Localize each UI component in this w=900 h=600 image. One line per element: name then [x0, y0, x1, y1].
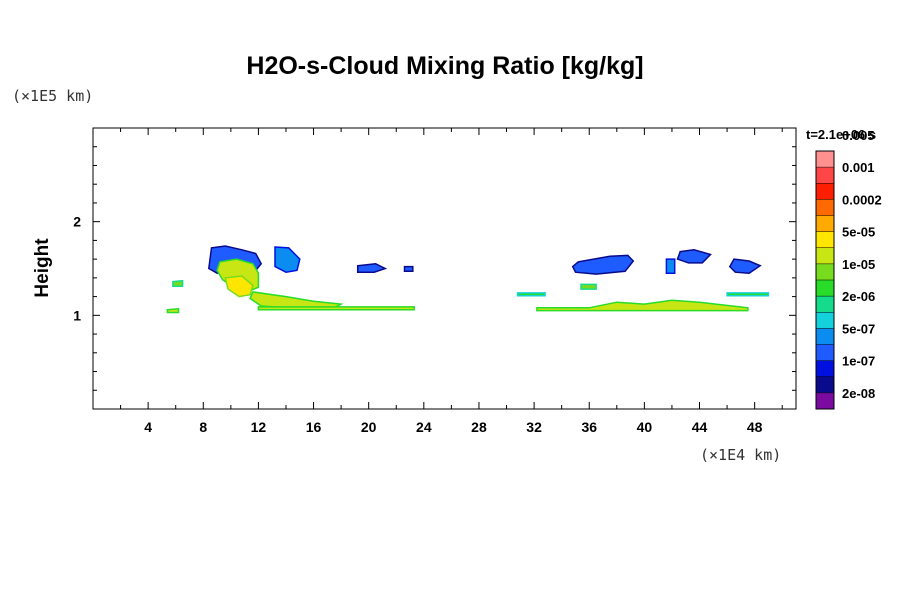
colorbar-swatch — [816, 215, 834, 232]
x-scale-note: (×1E4 km) — [700, 446, 781, 464]
x-tick-label: 36 — [581, 419, 597, 435]
y-axis-label: Height — [32, 238, 53, 298]
x-tick-label: 12 — [251, 419, 267, 435]
x-ticks: 4 8 12 16 20 24 28 32 36 40 44 48 — [120, 128, 783, 435]
cloud-region-4 — [249, 291, 344, 309]
plot-regions — [166, 245, 770, 314]
y-scale-note: (×1E5 km) — [12, 87, 93, 105]
colorbar-swatch — [816, 263, 834, 280]
colorbar-swatch — [816, 344, 834, 361]
colorbar-label: 0.0002 — [842, 192, 882, 207]
colorbar-label: 0.001 — [842, 160, 875, 175]
x-tick-label: 32 — [526, 419, 542, 435]
cloud-region-11 — [571, 254, 635, 275]
colorbar-label: 5e-05 — [842, 225, 875, 240]
cloud-region-18 — [580, 283, 597, 290]
cloud-region-17 — [726, 292, 770, 297]
colorbar-swatch — [816, 312, 834, 329]
colorbar-label: 1e-05 — [842, 257, 875, 272]
plot-frame — [92, 127, 797, 410]
x-tick-label: 40 — [637, 419, 653, 435]
chart-title: H2O-s-Cloud Mixing Ratio [kg/kg] — [246, 52, 643, 80]
cloud-region-5 — [257, 306, 415, 311]
colorbar-label: 5e-07 — [842, 321, 875, 336]
colorbar: 2e-08 1e-07 5e-07 2e-06 1e-05 5e-05 0.0002 0.00… — [815, 128, 882, 410]
x-tick-label: 20 — [361, 419, 377, 435]
colorbar-label: 1e-07 — [842, 354, 875, 369]
colorbar-swatch — [816, 167, 834, 184]
colorbar-swatch — [816, 231, 834, 248]
cloud-region-6 — [274, 246, 301, 273]
cloud-region-15 — [536, 299, 749, 312]
cloud-region-14 — [728, 258, 762, 274]
cloud-region-10 — [172, 279, 184, 288]
cloud-region-13 — [665, 258, 676, 274]
colorbar-swatch — [816, 328, 834, 345]
y-tick-label: 1 — [73, 307, 81, 323]
x-tick-label: 16 — [306, 419, 322, 435]
x-tick-label: 24 — [416, 419, 432, 435]
colorbar-swatch — [816, 360, 834, 377]
colorbar-label: 2e-08 — [842, 386, 875, 401]
cloud-region-9 — [166, 307, 180, 314]
colorbar-label: 2e-06 — [842, 289, 875, 304]
x-tick-label: 44 — [692, 419, 708, 435]
colorbar-swatch — [816, 183, 834, 200]
colorbar-label: 0.005 — [842, 128, 875, 143]
cloud-region-3 — [224, 275, 254, 298]
colorbar-swatch — [816, 376, 834, 393]
cloud-region-16 — [516, 292, 546, 297]
cloud-region-7 — [356, 263, 388, 273]
cloud-region-8 — [403, 265, 414, 273]
y-ticks: 12 — [73, 146, 796, 391]
x-tick-label: 8 — [199, 419, 207, 435]
time-label: t=2.1e+06 s — [806, 127, 876, 142]
colorbar-swatch — [816, 199, 834, 216]
colorbar-swatch — [816, 280, 834, 297]
colorbar-swatch — [816, 247, 834, 264]
x-tick-label: 28 — [471, 419, 487, 435]
colorbar-swatch — [816, 296, 834, 313]
colorbar-swatch — [816, 392, 834, 409]
x-tick-label: 48 — [747, 419, 763, 435]
cloud-region-12 — [676, 249, 712, 264]
y-tick-label: 2 — [73, 214, 81, 230]
colorbar-swatch — [816, 151, 834, 168]
x-tick-label: 4 — [144, 419, 152, 435]
